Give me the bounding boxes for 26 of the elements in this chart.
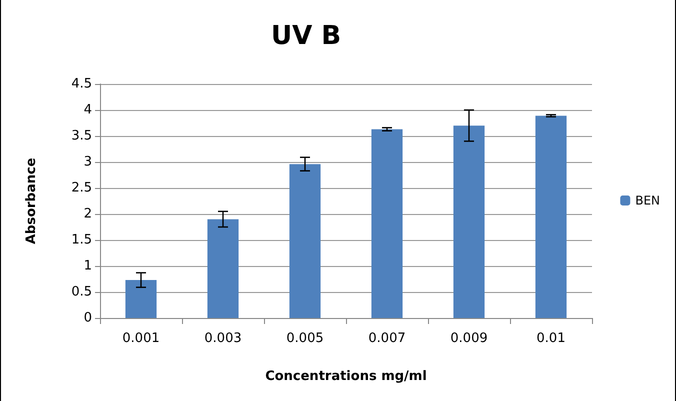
legend-label: BEN xyxy=(635,194,660,208)
x-tick-label: 0.003 xyxy=(204,331,242,346)
y-tick-label: 4.5 xyxy=(71,76,92,92)
x-tick-label: 0.001 xyxy=(122,331,160,346)
x-tick-label: 0.009 xyxy=(450,331,488,346)
y-tick-label: 2.5 xyxy=(71,180,92,196)
x-tick-label: 0.005 xyxy=(286,331,324,346)
x-tick-label: 0.01 xyxy=(536,331,566,346)
y-tick-label: 1.5 xyxy=(71,232,92,248)
x-axis-title: Concentrations mg/ml xyxy=(265,369,427,384)
y-tick-label: 3 xyxy=(84,154,92,170)
bar xyxy=(453,126,485,318)
y-tick-label: 2 xyxy=(84,206,92,222)
bar xyxy=(535,116,567,318)
bar xyxy=(207,219,239,318)
y-tick-label: 4 xyxy=(84,102,92,118)
bar xyxy=(125,280,157,318)
bar xyxy=(289,164,321,318)
x-tick-label: 0.007 xyxy=(368,331,406,346)
bar xyxy=(371,129,403,318)
y-tick-label: 1 xyxy=(84,258,92,274)
y-axis-title: Absorbance xyxy=(24,158,39,244)
y-tick-label: 0 xyxy=(84,310,92,326)
y-tick-label: 3.5 xyxy=(71,128,92,144)
y-tick-label: 0.5 xyxy=(71,284,92,300)
chart-title: UV B xyxy=(270,21,342,51)
